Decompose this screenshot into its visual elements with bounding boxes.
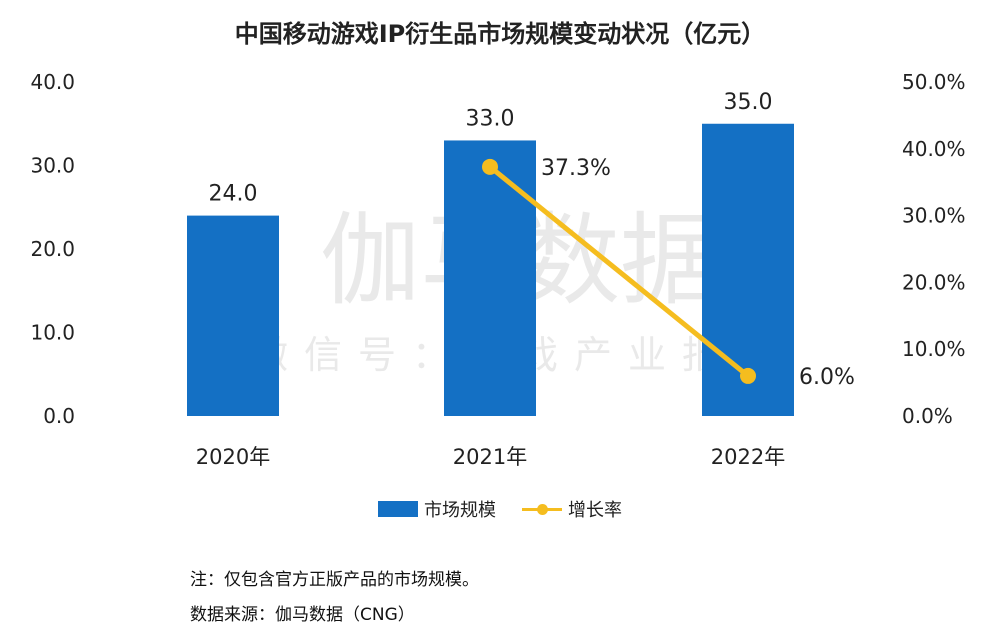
x-tick-label: 2022年 bbox=[711, 445, 785, 469]
right-tick-label: 0.0% bbox=[902, 404, 953, 428]
left-y-axis: 0.0 10.0 20.0 30.0 40.0 bbox=[30, 70, 75, 428]
legend-item-line[interactable]: 增长率 bbox=[522, 496, 622, 522]
growth-line bbox=[488, 164, 750, 378]
left-tick-label: 0.0 bbox=[43, 404, 75, 428]
right-tick-label: 20.0% bbox=[902, 270, 966, 294]
legend-line-swatch bbox=[522, 501, 562, 517]
bar-value-labels: 24.0 33.0 35.0 bbox=[209, 90, 773, 207]
legend-bar-label: 市场规模 bbox=[424, 500, 496, 521]
line-series: 37.3% 6.0% bbox=[482, 156, 855, 390]
right-tick-label: 30.0% bbox=[902, 204, 966, 228]
legend-bar-swatch bbox=[378, 501, 418, 517]
x-tick-label: 2021年 bbox=[453, 445, 527, 469]
legend-line-label: 增长率 bbox=[568, 500, 622, 521]
x-tick-label: 2020年 bbox=[196, 445, 270, 469]
growth-point[interactable] bbox=[482, 158, 498, 175]
footnote: 注：仅包含官方正版产品的市场规模。 bbox=[190, 570, 479, 590]
source-note: 数据来源：伽马数据（CNG） bbox=[190, 605, 415, 625]
x-axis-labels: 2020年 2021年 2022年 bbox=[196, 445, 785, 469]
left-tick-label: 20.0 bbox=[30, 237, 75, 261]
bar-value-label: 35.0 bbox=[724, 90, 773, 115]
chart-title: 中国移动游戏IP衍生品市场规模变动状况（亿元） bbox=[234, 20, 766, 48]
right-tick-label: 10.0% bbox=[902, 337, 966, 361]
left-tick-label: 30.0 bbox=[30, 154, 75, 178]
growth-value-label: 6.0% bbox=[799, 365, 855, 390]
legend-item-bar[interactable]: 市场规模 bbox=[378, 496, 496, 522]
bar[interactable] bbox=[187, 215, 279, 416]
bar-value-label: 33.0 bbox=[466, 106, 515, 131]
left-tick-label: 10.0 bbox=[30, 321, 75, 345]
growth-value-label: 37.3% bbox=[541, 156, 611, 181]
bar[interactable] bbox=[702, 123, 794, 416]
bar-value-label: 24.0 bbox=[209, 182, 258, 207]
left-tick-label: 40.0 bbox=[30, 70, 75, 94]
bar-series bbox=[187, 123, 794, 416]
right-tick-label: 40.0% bbox=[902, 137, 966, 161]
growth-point[interactable] bbox=[740, 367, 756, 384]
right-y-axis: 0.0% 10.0% 20.0% 30.0% 40.0% 50.0% bbox=[902, 70, 966, 428]
right-tick-label: 50.0% bbox=[902, 70, 966, 94]
legend: 市场规模 增长率 bbox=[0, 496, 1000, 522]
bar[interactable] bbox=[444, 140, 536, 416]
